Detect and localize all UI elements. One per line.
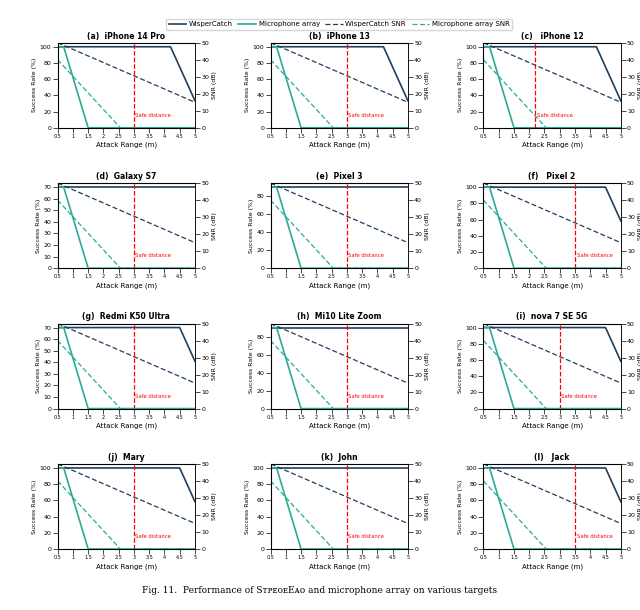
X-axis label: Attack Range (m): Attack Range (m): [522, 282, 582, 289]
Text: Safe distance: Safe distance: [537, 113, 573, 118]
Y-axis label: Success Rate (%): Success Rate (%): [248, 198, 253, 253]
X-axis label: Attack Range (m): Attack Range (m): [308, 282, 370, 289]
X-axis label: Attack Range (m): Attack Range (m): [308, 142, 370, 148]
Text: Safe distance: Safe distance: [561, 394, 597, 399]
Y-axis label: Success Rate (%): Success Rate (%): [245, 58, 250, 112]
Y-axis label: SNR (dB): SNR (dB): [637, 492, 640, 520]
Text: Safe distance: Safe distance: [577, 254, 612, 259]
Text: Fig. 11.  Performance of SᴛᴘᴇᴏᴇEᴀᴏ and microphone array on various targets: Fig. 11. Performance of SᴛᴘᴇᴏᴇEᴀᴏ and mi…: [143, 586, 497, 595]
Y-axis label: SNR (dB): SNR (dB): [637, 71, 640, 99]
Text: Safe distance: Safe distance: [136, 113, 172, 118]
Y-axis label: SNR (dB): SNR (dB): [425, 71, 430, 99]
Y-axis label: SNR (dB): SNR (dB): [425, 212, 430, 240]
X-axis label: Attack Range (m): Attack Range (m): [522, 423, 582, 429]
Y-axis label: Success Rate (%): Success Rate (%): [458, 479, 463, 534]
Y-axis label: SNR (dB): SNR (dB): [212, 352, 217, 380]
Y-axis label: Success Rate (%): Success Rate (%): [458, 339, 463, 393]
Title: (c)   iPhone 12: (c) iPhone 12: [521, 32, 584, 40]
Text: Safe distance: Safe distance: [577, 534, 612, 539]
Title: (h)  Mi10 Lite Zoom: (h) Mi10 Lite Zoom: [297, 312, 381, 321]
Title: (k)  John: (k) John: [321, 453, 358, 462]
Y-axis label: SNR (dB): SNR (dB): [637, 212, 640, 240]
Title: (j)  Mary: (j) Mary: [108, 453, 145, 462]
X-axis label: Attack Range (m): Attack Range (m): [522, 563, 582, 570]
Y-axis label: Success Rate (%): Success Rate (%): [36, 339, 41, 393]
X-axis label: Attack Range (m): Attack Range (m): [522, 142, 582, 148]
Title: (e)  Pixel 3: (e) Pixel 3: [316, 172, 362, 181]
Y-axis label: SNR (dB): SNR (dB): [425, 492, 430, 520]
X-axis label: Attack Range (m): Attack Range (m): [96, 563, 157, 570]
Title: (b)  iPhone 13: (b) iPhone 13: [308, 32, 370, 40]
Text: Safe distance: Safe distance: [348, 394, 384, 399]
Title: (f)   Pixel 2: (f) Pixel 2: [529, 172, 576, 181]
Y-axis label: SNR (dB): SNR (dB): [212, 492, 217, 520]
Text: Safe distance: Safe distance: [136, 534, 172, 539]
Text: Safe distance: Safe distance: [136, 254, 172, 259]
Y-axis label: Success Rate (%): Success Rate (%): [245, 479, 250, 534]
Title: (g)  Redmi K50 Ultra: (g) Redmi K50 Ultra: [83, 312, 170, 321]
X-axis label: Attack Range (m): Attack Range (m): [96, 423, 157, 429]
X-axis label: Attack Range (m): Attack Range (m): [96, 142, 157, 148]
Text: Safe distance: Safe distance: [348, 254, 384, 259]
Y-axis label: SNR (dB): SNR (dB): [212, 71, 217, 99]
Y-axis label: Success Rate (%): Success Rate (%): [32, 58, 37, 112]
Y-axis label: SNR (dB): SNR (dB): [637, 352, 640, 380]
Title: (l)   Jack: (l) Jack: [534, 453, 570, 462]
Text: Safe distance: Safe distance: [136, 394, 172, 399]
Y-axis label: SNR (dB): SNR (dB): [425, 352, 430, 380]
Title: (a)  iPhone 14 Pro: (a) iPhone 14 Pro: [87, 32, 165, 40]
Text: Safe distance: Safe distance: [348, 113, 384, 118]
Y-axis label: Success Rate (%): Success Rate (%): [32, 479, 37, 534]
Y-axis label: Success Rate (%): Success Rate (%): [36, 198, 41, 253]
Y-axis label: Success Rate (%): Success Rate (%): [458, 58, 463, 112]
X-axis label: Attack Range (m): Attack Range (m): [96, 282, 157, 289]
Y-axis label: Success Rate (%): Success Rate (%): [458, 198, 463, 253]
Title: (i)  nova 7 SE 5G: (i) nova 7 SE 5G: [516, 312, 588, 321]
X-axis label: Attack Range (m): Attack Range (m): [308, 563, 370, 570]
Y-axis label: Success Rate (%): Success Rate (%): [248, 339, 253, 393]
Y-axis label: SNR (dB): SNR (dB): [212, 212, 217, 240]
Text: Safe distance: Safe distance: [348, 534, 384, 539]
X-axis label: Attack Range (m): Attack Range (m): [308, 423, 370, 429]
Title: (d)  Galaxy S7: (d) Galaxy S7: [96, 172, 156, 181]
Legend: WisperCatch, Microphone array, WisperCatch SNR, Microphone array SNR: WisperCatch, Microphone array, WisperCat…: [166, 19, 513, 30]
